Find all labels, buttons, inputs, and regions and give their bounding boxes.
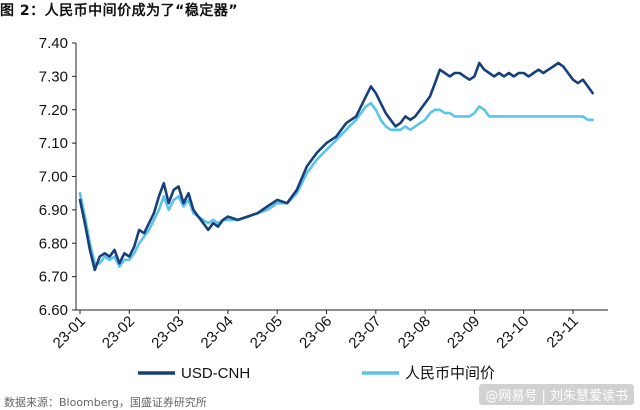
x-tick-label: 23-09 xyxy=(444,313,483,352)
chart-axes xyxy=(75,43,608,311)
x-tick-label: 23-06 xyxy=(296,313,335,352)
x-tick-label: 23-03 xyxy=(148,313,187,352)
footer: 数据来源：Bloomberg，国盛证券研究所 @网易号 | 刘朱慧爱读书 xyxy=(0,384,640,410)
x-tick-label: 23-08 xyxy=(395,313,434,352)
line-chart: 6.60 6.70 6.80 6.90 7.00 7.10 7.20 7.30 7.40 23-… xyxy=(39,35,608,382)
y-tick-label: 6.60 xyxy=(39,302,68,319)
x-tick-label: 23-11 xyxy=(543,313,581,351)
x-tick-label: 23-10 xyxy=(493,313,532,352)
y-tick-label: 7.30 xyxy=(39,68,68,85)
y-tick-label: 7.20 xyxy=(39,102,68,119)
y-tick-label: 7.40 xyxy=(39,35,68,52)
y-tick-label: 7.00 xyxy=(39,169,68,186)
x-tick-label: 23-02 xyxy=(99,313,138,352)
series-lines xyxy=(78,61,594,272)
y-tick-label: 7.10 xyxy=(39,135,68,152)
x-axis-ticks: 23-01 23-02 23-03 23-04 23-05 23-06 23-07 23-08… xyxy=(50,310,582,352)
chart-title: 图 2：人民币中间价成为了“稳定器” xyxy=(0,3,239,19)
source-note: 数据来源：Bloomberg，国盛证券研究所 xyxy=(4,396,207,409)
y-tick-label: 6.90 xyxy=(39,202,68,219)
x-tick-label: 23-07 xyxy=(345,313,384,352)
x-tick-label: 23-05 xyxy=(247,313,286,352)
series-line-usd-cnh xyxy=(78,61,594,272)
y-tick-label: 6.80 xyxy=(39,235,68,252)
series-line-cny-fixing xyxy=(78,101,594,268)
x-tick-label: 23-04 xyxy=(198,313,237,352)
y-tick-label: 6.70 xyxy=(39,269,68,286)
chart-legend: USD-CNH 人民币中间价 xyxy=(138,365,495,382)
legend-label-cny-fixing: 人民币中间价 xyxy=(405,365,495,382)
y-axis-ticks: 6.60 6.70 6.80 6.90 7.00 7.10 7.20 7.30 7.40 xyxy=(39,35,76,319)
watermark: @网易号 | 刘朱慧爱读书 xyxy=(479,384,634,405)
legend-label-usd-cnh: USD-CNH xyxy=(181,365,250,382)
